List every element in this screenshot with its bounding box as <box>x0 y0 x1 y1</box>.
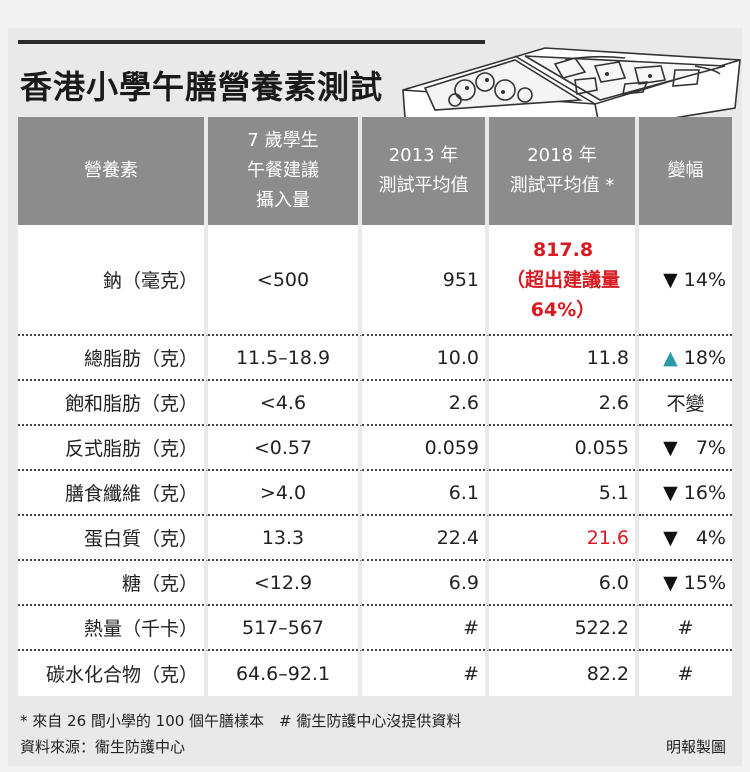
change-value: 4% <box>695 526 726 549</box>
down-arrow-icon: ▼ <box>663 526 678 549</box>
change-cell: # <box>639 651 732 696</box>
change-cell: ▼ 4% <box>639 516 732 561</box>
table-row-saturated-fat: 飽和脂肪（克） <4.6 2.6 2.6 不變 <box>18 381 732 426</box>
credit: 明報製圖 <box>665 738 726 756</box>
sodium-excess-note-2: 64%） <box>530 298 596 321</box>
table-row-total-fat: 總脂肪（克） 11.5–18.9 10.0 11.8 ▲ 18% <box>18 336 732 381</box>
value-2013-cell: 951 <box>362 225 489 336</box>
change-value: 不變 <box>666 393 705 415</box>
change-cell: ▼ 15% <box>639 561 732 606</box>
change-value: 18% <box>683 346 726 369</box>
recommended-cell: 64.6–92.1 <box>208 651 362 696</box>
header-line: 測試平均值 * <box>509 175 615 196</box>
header-recommended: 7 歲學生午餐建議攝入量 <box>208 117 362 225</box>
recommended-cell: <0.57 <box>208 426 362 471</box>
chart-title: 香港小學午膳營養素測試 <box>20 68 384 106</box>
change-cell: ▼ 7% <box>639 426 732 471</box>
header-line: 午餐建議 <box>247 160 319 181</box>
down-arrow-icon: ▼ <box>663 268 678 291</box>
change-value: # <box>677 662 694 685</box>
header-line: 測試平均值 <box>378 175 469 196</box>
table-row-sodium: 鈉（毫克） <500 951 817.8 （超出建議量 64%） ▼ 14% <box>18 225 732 336</box>
lunchbox-illustration <box>402 47 741 130</box>
change-cell: ▼ 14% <box>639 225 732 336</box>
recommended-cell: <4.6 <box>208 381 362 426</box>
value-2018-cell: 0.055 <box>489 426 639 471</box>
table-row-dietary-fibre: 膳食纖維（克） >4.0 6.1 5.1 ▼ 16% <box>18 471 732 516</box>
recommended-cell: <500 <box>208 225 362 336</box>
nutrient-cell: 飽和脂肪（克） <box>18 381 208 426</box>
value-2013-cell: 10.0 <box>362 336 489 381</box>
sodium-excess-note-1: （超出建議量 <box>505 268 620 291</box>
table-row-trans-fat: 反式脂肪（克） <0.57 0.059 0.055 ▼ 7% <box>18 426 732 471</box>
value-2013-cell: 6.1 <box>362 471 489 516</box>
value-2013-cell: 2.6 <box>362 381 489 426</box>
recommended-cell: >4.0 <box>208 471 362 516</box>
header-2013: 2013 年測試平均值 <box>362 117 489 225</box>
change-cell: ▼ 16% <box>639 471 732 516</box>
footnote-source: 資料來源：衞生防護中心 <box>20 738 186 756</box>
header-line: 2018 年 <box>527 145 597 166</box>
nutrient-cell: 蛋白質（克） <box>18 516 208 561</box>
nutrient-cell: 熱量（千卡） <box>18 606 208 651</box>
value-2018-cell: 21.6 <box>489 516 639 561</box>
nutrient-cell: 總脂肪（克） <box>18 336 208 381</box>
recommended-cell: 517–567 <box>208 606 362 651</box>
recommended-cell: <12.9 <box>208 561 362 606</box>
table-row-energy: 熱量（千卡） 517–567 # 522.2 # <box>18 606 732 651</box>
header-line: 攝入量 <box>256 190 310 211</box>
footnote-sample: * 來自 26 間小學的 100 個午膳樣本 # 衞生防護中心沒提供資料 <box>20 712 462 730</box>
down-arrow-icon: ▼ <box>663 481 678 504</box>
change-value: 16% <box>683 481 726 504</box>
value-2018-sodium: 817.8 <box>532 238 594 261</box>
table-row-sugar: 糖（克） <12.9 6.9 6.0 ▼ 15% <box>18 561 732 606</box>
change-cell: # <box>639 606 732 651</box>
value-2018-cell: 11.8 <box>489 336 639 381</box>
nutrient-cell: 碳水化合物（克） <box>18 651 208 696</box>
change-value: 14% <box>683 268 726 291</box>
value-2013-cell: # <box>362 651 489 696</box>
header-line: 7 歲學生 <box>247 130 319 151</box>
down-arrow-icon: ▼ <box>663 436 678 459</box>
value-2013-cell: 22.4 <box>362 516 489 561</box>
nutrient-cell: 膳食纖維（克） <box>18 471 208 516</box>
value-2013-cell: 0.059 <box>362 426 489 471</box>
change-value: 7% <box>695 436 726 459</box>
value-2018-cell: 2.6 <box>489 381 639 426</box>
change-cell: 不變 <box>639 381 732 426</box>
change-value: # <box>677 616 694 639</box>
value-2013-cell: # <box>362 606 489 651</box>
change-cell: ▲ 18% <box>639 336 732 381</box>
nutrition-table: 營養素 7 歲學生 午餐建議 攝入量 2013 年測試平均值 2018 年測試平均值… <box>18 117 732 696</box>
recommended-cell: 13.3 <box>208 516 362 561</box>
nutrient-cell: 鈉（毫克） <box>18 225 208 336</box>
header-2018: 2018 年測試平均值 * <box>489 117 639 225</box>
up-arrow-icon: ▲ <box>663 346 678 369</box>
change-value: 15% <box>683 571 726 594</box>
header-row: 營養素 7 歲學生 午餐建議 攝入量 2013 年測試平均值 2018 年測試平均值… <box>18 117 732 225</box>
header-change: 變幅 <box>639 117 732 225</box>
title-rule <box>18 40 485 44</box>
nutrient-cell: 反式脂肪（克） <box>18 426 208 471</box>
value-2018-cell: 82.2 <box>489 651 639 696</box>
nutrient-cell: 糖（克） <box>18 561 208 606</box>
value-2018-cell: 6.0 <box>489 561 639 606</box>
header-line: 2013 年 <box>388 145 459 166</box>
value-2013-cell: 6.9 <box>362 561 489 606</box>
value-2018-cell: 522.2 <box>489 606 639 651</box>
table-row-carbohydrate: 碳水化合物（克） 64.6–92.1 # 82.2 # <box>18 651 732 696</box>
header-nutrient: 營養素 <box>18 117 208 225</box>
value-2018-cell: 817.8 （超出建議量 64%） <box>489 225 639 336</box>
value-2018-cell: 5.1 <box>489 471 639 516</box>
recommended-cell: 11.5–18.9 <box>208 336 362 381</box>
table-row-protein: 蛋白質（克） 13.3 22.4 21.6 ▼ 4% <box>18 516 732 561</box>
down-arrow-icon: ▼ <box>663 571 678 594</box>
